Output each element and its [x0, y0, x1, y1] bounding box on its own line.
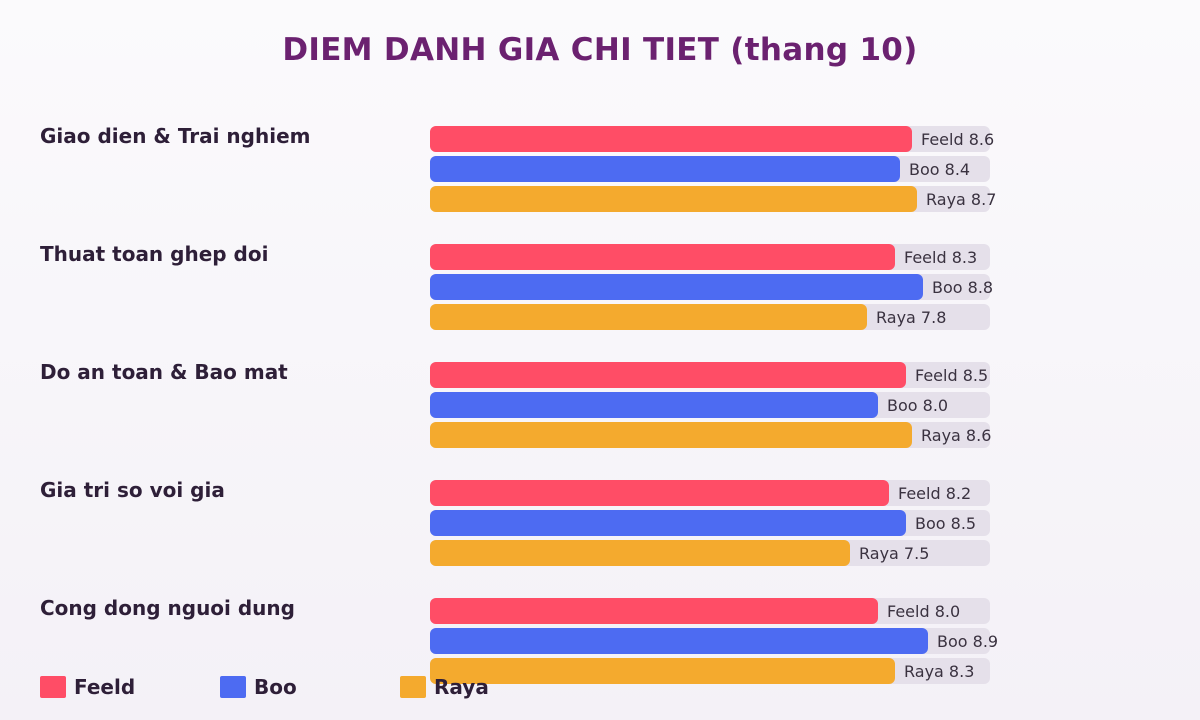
bar-track: Raya 7.5 — [430, 540, 990, 566]
bar-feeld — [430, 480, 889, 506]
bar-value-label: Feeld 8.5 — [915, 366, 989, 385]
bar-value-label: Raya 8.7 — [926, 190, 997, 209]
category-label: Gia tri so voi gia — [40, 478, 225, 502]
bar-track: Feeld 8.2 — [430, 480, 990, 506]
bar-value-label: Raya 8.3 — [904, 662, 975, 681]
bar-value-label: Boo 8.5 — [915, 514, 977, 533]
bar-track: Raya 7.8 — [430, 304, 990, 330]
bar-track: Boo 8.9 — [430, 628, 998, 654]
bar-value-label: Raya 7.8 — [876, 308, 947, 327]
bar-feeld — [430, 362, 906, 388]
bar-track: Boo 8.8 — [430, 274, 994, 300]
bar-track: Feeld 8.6 — [430, 126, 994, 152]
bar-value-label: Boo 8.9 — [937, 632, 999, 651]
legend-label: Feeld — [74, 675, 136, 699]
bar-raya — [430, 304, 867, 330]
bar-feeld — [430, 244, 895, 270]
bar-value-label: Raya 8.6 — [921, 426, 992, 445]
bar-value-label: Boo 8.0 — [887, 396, 949, 415]
bar-track: Feeld 8.0 — [430, 598, 990, 624]
category-label: Do an toan & Bao mat — [40, 360, 288, 384]
bar-value-label: Raya 7.5 — [859, 544, 930, 563]
category-label: Thuat toan ghep doi — [40, 242, 269, 266]
legend-label: Boo — [254, 675, 297, 699]
bar-value-label: Boo 8.4 — [909, 160, 971, 179]
bar-track: Feeld 8.3 — [430, 244, 990, 270]
bar-raya — [430, 658, 895, 684]
bar-boo — [430, 156, 900, 182]
bar-track: Boo 8.4 — [430, 156, 990, 182]
category-label: Cong dong nguoi dung — [40, 596, 295, 620]
bar-raya — [430, 422, 912, 448]
bar-value-label: Feeld 8.2 — [898, 484, 972, 503]
bar-track: Boo 8.5 — [430, 510, 990, 536]
chart-title: DIEM DANH GIA CHI TIET (thang 10) — [282, 32, 918, 68]
bar-track: Raya 8.6 — [430, 422, 992, 448]
bar-raya — [430, 186, 917, 212]
legend-label: Raya — [434, 675, 489, 699]
bar-value-label: Feeld 8.0 — [887, 602, 961, 621]
bar-track: Boo 8.0 — [430, 392, 990, 418]
legend-swatch — [400, 676, 426, 698]
bar-raya — [430, 540, 850, 566]
category-label: Giao dien & Trai nghiem — [40, 124, 311, 148]
legend-swatch — [40, 676, 66, 698]
legend-swatch — [220, 676, 246, 698]
bar-boo — [430, 510, 906, 536]
bar-boo — [430, 392, 878, 418]
bar-value-label: Feeld 8.6 — [921, 130, 995, 149]
bar-feeld — [430, 598, 878, 624]
bar-feeld — [430, 126, 912, 152]
bar-value-label: Feeld 8.3 — [904, 248, 978, 267]
bar-track: Raya 8.3 — [430, 658, 990, 684]
bar-track: Feeld 8.5 — [430, 362, 990, 388]
bar-track: Raya 8.7 — [430, 186, 996, 212]
bar-boo — [430, 628, 928, 654]
bar-boo — [430, 274, 923, 300]
bar-value-label: Boo 8.8 — [932, 278, 994, 297]
